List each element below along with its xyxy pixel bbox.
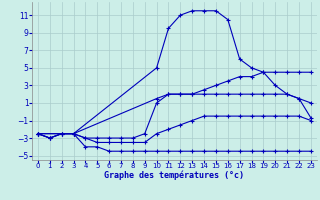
- X-axis label: Graphe des températures (°c): Graphe des températures (°c): [104, 171, 244, 180]
